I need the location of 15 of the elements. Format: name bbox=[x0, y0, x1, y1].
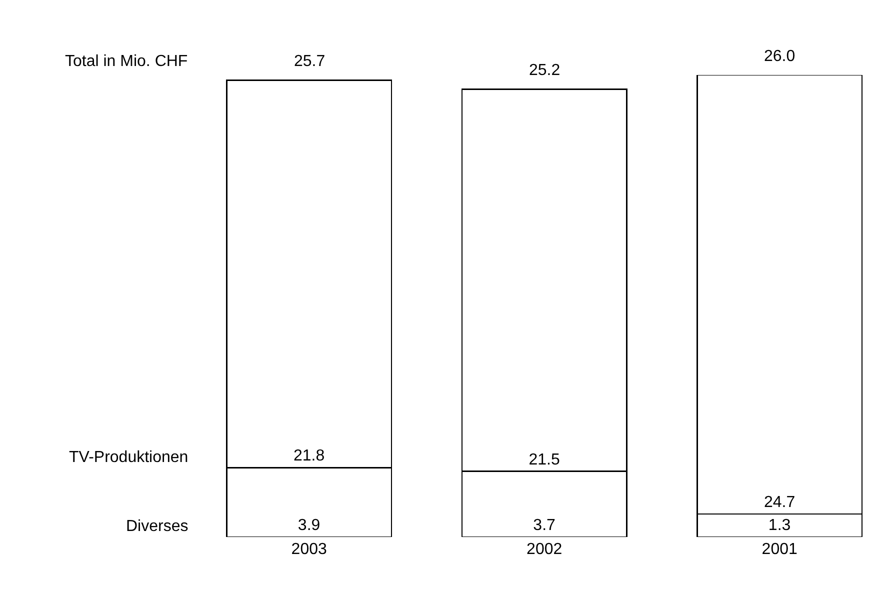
data-label: 24.7 bbox=[764, 494, 796, 511]
total-label: 25.2 bbox=[529, 62, 560, 79]
data-label: 1.3 bbox=[768, 517, 791, 534]
text: TV-Produktionen bbox=[69, 449, 188, 466]
data-label: 3.7 bbox=[533, 517, 556, 534]
data-label: 21.8 bbox=[293, 448, 325, 465]
data-label: 3.9 bbox=[298, 517, 320, 534]
text: Total in Mio. CHF bbox=[65, 53, 188, 70]
x-tick-label: 2003 bbox=[291, 541, 327, 558]
x-tick-label: 2001 bbox=[762, 541, 798, 558]
text: Diverses bbox=[126, 518, 188, 535]
data-label: 21.5 bbox=[528, 451, 560, 468]
x-tick-label: 2002 bbox=[526, 541, 562, 558]
total-label: 26.0 bbox=[764, 48, 796, 65]
total-label: 25.7 bbox=[294, 53, 326, 70]
